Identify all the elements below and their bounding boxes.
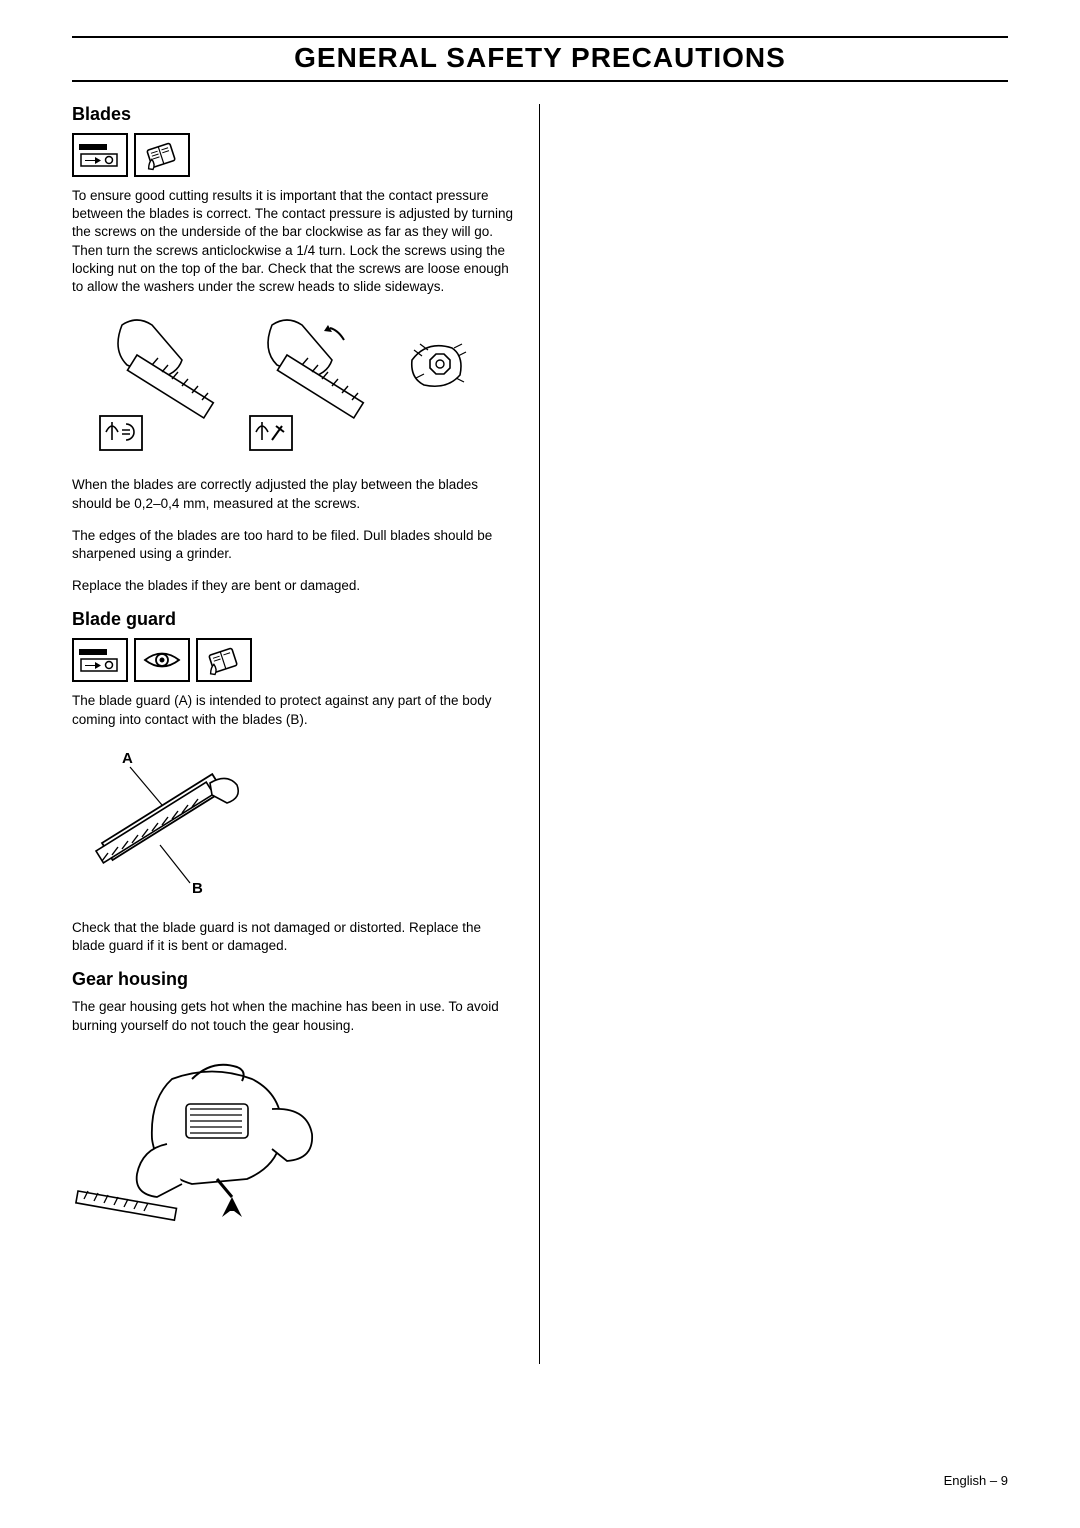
manual-icon-2 (196, 638, 252, 682)
eye-icon (134, 638, 190, 682)
blades-icon-row (72, 133, 517, 177)
blade-guard-heading: Blade guard (72, 609, 517, 630)
label-a: A (122, 750, 133, 767)
blades-p2: When the blades are correctly adjusted t… (72, 476, 517, 512)
gear-housing-figure (72, 1049, 517, 1229)
left-column: Blades (72, 104, 540, 1364)
blade-adjust-figure (72, 310, 517, 460)
right-column (540, 104, 1008, 1364)
two-column-layout: Blades (72, 104, 1008, 1364)
blades-p4: Replace the blades if they are bent or d… (72, 577, 517, 595)
blades-p3: The edges of the blades are too hard to … (72, 527, 517, 563)
blade-guard-icon-row (72, 638, 517, 682)
title-bar: GENERAL SAFETY PRECAUTIONS (72, 36, 1008, 82)
blade-guard-p2: Check that the blade guard is not damage… (72, 919, 517, 955)
gear-housing-heading: Gear housing (72, 969, 517, 990)
blade-bar-icon-2 (72, 638, 128, 682)
footer-page: 9 (1001, 1473, 1008, 1488)
label-b: B (192, 880, 203, 897)
manual-icon (134, 133, 190, 177)
blade-guard-p1: The blade guard (A) is intended to prote… (72, 692, 517, 728)
footer-lang: English (944, 1473, 987, 1488)
blade-bar-icon (72, 133, 128, 177)
page-footer: English – 9 (944, 1473, 1008, 1488)
blades-p1: To ensure good cutting results it is imp… (72, 187, 517, 296)
blades-heading: Blades (72, 104, 517, 125)
gear-housing-p1: The gear housing gets hot when the machi… (72, 998, 517, 1034)
blade-guard-figure: A B (72, 743, 517, 903)
footer-sep: – (990, 1473, 997, 1488)
page-title: GENERAL SAFETY PRECAUTIONS (72, 42, 1008, 74)
